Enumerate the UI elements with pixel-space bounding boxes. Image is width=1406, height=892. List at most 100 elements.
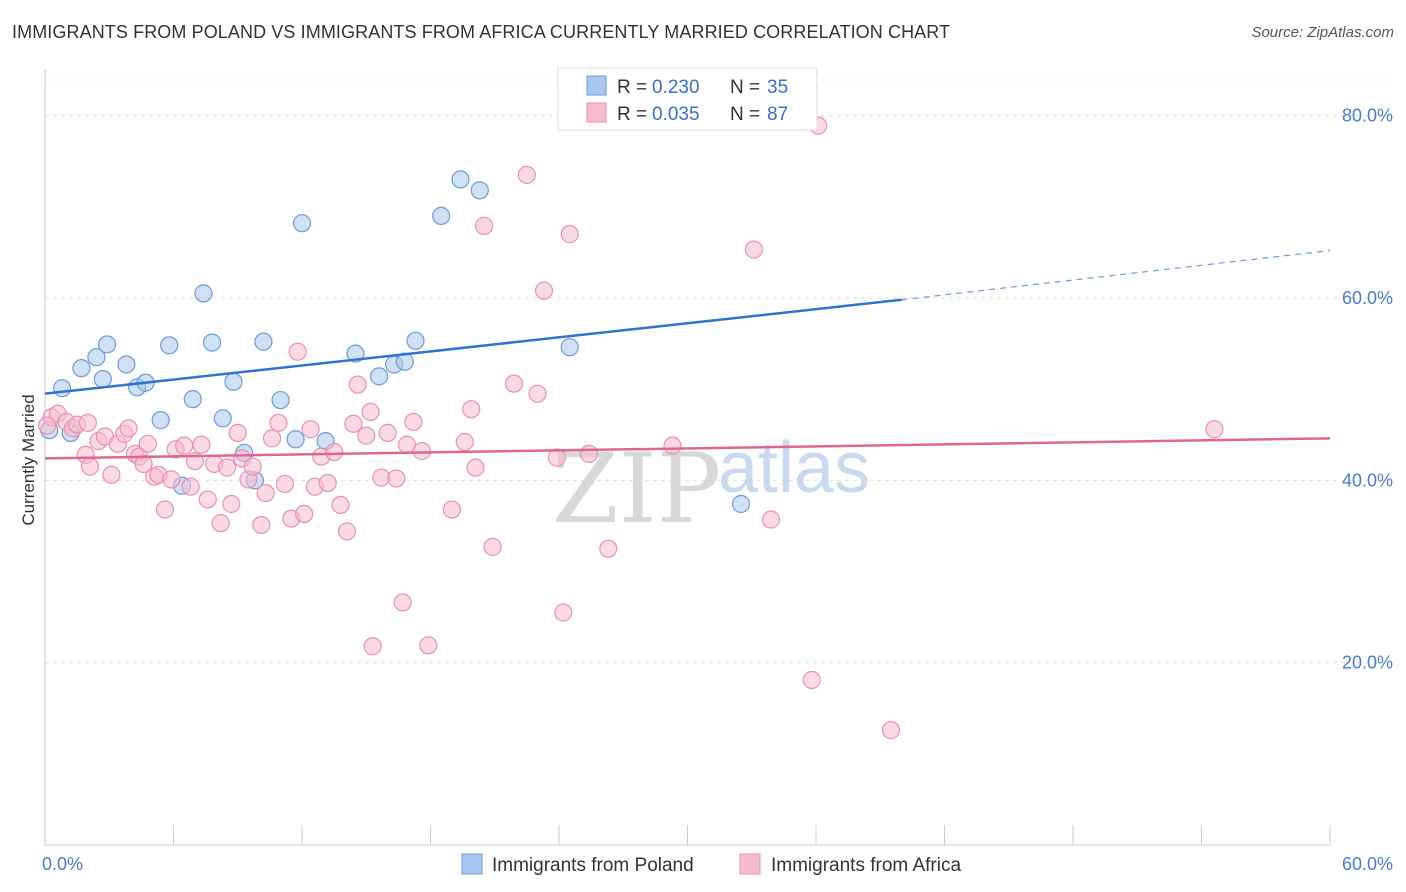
- series-1-point-55: [378, 423, 397, 442]
- series-0-point-14: [194, 284, 213, 303]
- y-tick-label-3: 80.0%: [1342, 106, 1393, 126]
- series-1-point-64: [455, 432, 474, 452]
- series-1-point-50: [344, 414, 363, 433]
- x-tick-label-0: 0.0%: [42, 854, 83, 874]
- series-1-point-68: [483, 537, 502, 556]
- tick-labels: 20.0% 40.0% 60.0% 80.0% 0.0% 60.0%: [42, 106, 1393, 874]
- series-1-point-26: [198, 490, 217, 509]
- watermark-atlas: atlas: [718, 428, 870, 508]
- legend-r-value-africa: 0.035: [652, 104, 700, 125]
- series-1-point-37: [262, 429, 282, 448]
- legend-swatch-africa: [586, 102, 607, 123]
- series-1-point-36: [256, 483, 275, 503]
- series-1-point-59: [404, 412, 423, 432]
- series-1-point-65: [462, 400, 481, 419]
- series-0-point-25: [346, 344, 365, 363]
- series-1-point-34: [243, 457, 262, 476]
- series-1-point-86: [78, 413, 97, 432]
- series-1-point-41: [288, 342, 307, 361]
- series-0-point-21: [271, 390, 290, 410]
- bottom-legend-swatch-poland: [461, 853, 483, 875]
- series-0-point-32: [470, 181, 489, 200]
- series-1-point-79: [744, 240, 763, 259]
- series-0-point-20: [254, 332, 273, 351]
- series-0-point-26: [370, 367, 389, 386]
- legend-n-label-poland: N =: [730, 77, 760, 98]
- series-1-point-48: [331, 495, 350, 515]
- series-1-point-84: [1205, 420, 1224, 439]
- series-1-point-29: [217, 458, 237, 477]
- series-1-point-22: [175, 436, 194, 455]
- series-0-point-16: [213, 409, 232, 428]
- series-1-point-6: [80, 457, 100, 476]
- series-1-point-31: [228, 423, 247, 442]
- series-1-point-46: [318, 473, 337, 493]
- series-0-point-15: [202, 333, 222, 352]
- trend-line-1: [44, 437, 1331, 460]
- y-axis-label: Currently Married: [19, 394, 38, 525]
- series-1-point-28: [211, 514, 230, 533]
- series-1-point-67: [474, 216, 494, 236]
- series-1-point-74: [554, 603, 573, 622]
- series-1-point-76: [579, 444, 599, 463]
- top-legend: R = 0.230 N = 35 R = 0.035 N = 87: [557, 67, 818, 131]
- chart-source: Source: ZipAtlas.com: [1251, 24, 1394, 41]
- trend-line-extension-0: [901, 249, 1331, 301]
- legend-n-value-poland: 35: [767, 77, 788, 98]
- series-1-point-81: [802, 670, 821, 690]
- series-1-point-25: [192, 435, 211, 454]
- bottom-legend: Immigrants from Poland Immigrants from A…: [461, 853, 961, 876]
- series-1-point-83: [881, 721, 901, 740]
- series-1-point-62: [363, 637, 382, 656]
- series-0-point-5: [93, 369, 112, 389]
- series-1-point-16: [138, 434, 157, 453]
- series-1-point-66: [466, 458, 485, 477]
- legend-r-value-poland: 0.230: [652, 77, 700, 98]
- series-0-point-3: [72, 359, 91, 378]
- series-0-point-11: [160, 336, 179, 355]
- series-1-point-39: [275, 474, 294, 494]
- series-0-point-34: [731, 494, 751, 514]
- series-0-point-17: [224, 372, 243, 391]
- y-tick-label-0: 20.0%: [1342, 653, 1393, 673]
- bottom-legend-label-poland: Immigrants from Poland: [492, 855, 694, 876]
- series-0-point-1: [53, 379, 72, 398]
- series-1: [38, 116, 1224, 740]
- series-0-point-33: [560, 338, 579, 357]
- chart-title: IMMIGRANTS FROM POLAND VS IMMIGRANTS FRO…: [12, 22, 951, 42]
- series-1-point-73: [547, 448, 566, 467]
- series-1-point-49: [337, 522, 357, 541]
- series-1-point-57: [393, 593, 412, 612]
- series-0-point-29: [406, 331, 425, 350]
- series-1-point-30: [222, 494, 241, 514]
- series-1-point-38: [269, 413, 288, 432]
- series-1-point-15: [134, 454, 153, 473]
- series-1-point-61: [419, 636, 438, 655]
- series-0-point-6: [98, 335, 117, 354]
- series-1-point-9: [102, 465, 121, 484]
- series-0-point-31: [451, 170, 470, 189]
- series-1-point-72: [534, 281, 554, 300]
- bottom-legend-swatch-africa: [739, 853, 761, 875]
- series-1-point-63: [442, 500, 462, 519]
- series-0-point-22: [286, 430, 305, 449]
- series-0-point-10: [151, 411, 170, 430]
- series-1-point-47: [325, 442, 344, 462]
- series-1-point-85: [38, 416, 57, 435]
- x-tick-label-1: 60.0%: [1342, 854, 1393, 874]
- series-1-point-56: [387, 469, 406, 488]
- series-1-point-70: [517, 165, 536, 184]
- series-1-point-77: [599, 539, 618, 558]
- series-1-point-23: [181, 477, 200, 496]
- y-tick-label-2: 60.0%: [1342, 288, 1393, 308]
- legend-swatch-poland: [586, 75, 607, 96]
- trend-lines: [44, 249, 1331, 460]
- series-1-point-35: [252, 515, 271, 535]
- series-points: [38, 116, 1224, 740]
- series-1-point-75: [560, 225, 579, 244]
- series-1-point-78: [663, 436, 682, 455]
- series-1-point-71: [528, 384, 547, 403]
- series-1-point-51: [348, 375, 367, 394]
- series-1-point-12: [119, 419, 138, 438]
